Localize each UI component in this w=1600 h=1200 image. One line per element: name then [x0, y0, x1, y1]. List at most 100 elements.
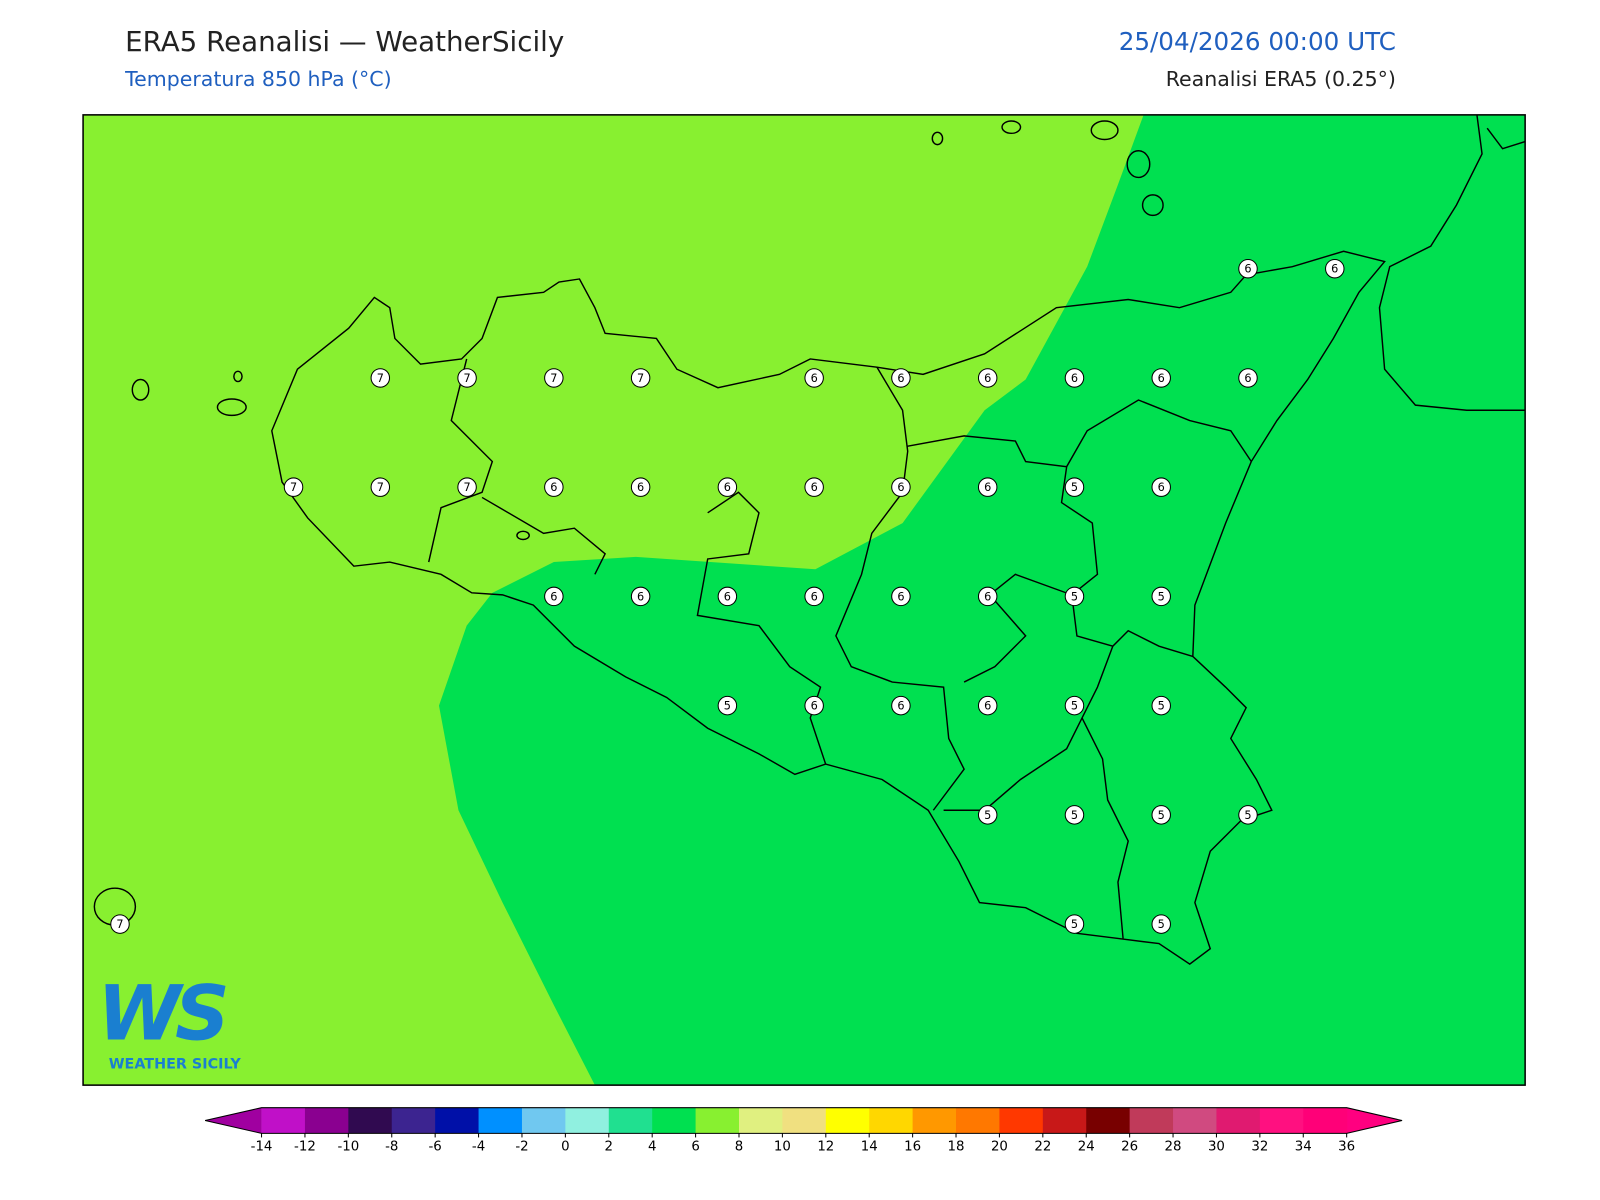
colorbar: -14 -12 -10 -8 -6 -4 -2 0 2 4 6 8 10 12 14 16 18 20 22 24 26…: [205, 1107, 1403, 1155]
title: ERA5 Reanalisi — WeatherSicily: [125, 25, 564, 58]
point-marker: [1064, 477, 1085, 497]
point-marker: [1238, 368, 1258, 388]
map: 6 6 7 7 7 7 6 6 6 6 6 6 7 7 7 6 6 6 6 6 6 5 6 6 6 6 6 6 6 5 5 5 6 6 6 5 5 5 5 5…: [82, 114, 1526, 1086]
colorbar-tick-label: 0: [561, 1140, 569, 1155]
point-value: 5: [1158, 918, 1165, 931]
colorbar-bin: [1086, 1107, 1131, 1134]
point-value: 6: [637, 481, 644, 494]
point-marker: [977, 586, 998, 607]
colorbar-tick-label: 32: [1251, 1140, 1268, 1155]
colorbar-bin: [435, 1107, 480, 1134]
colorbar-bin: [565, 1107, 610, 1134]
colorbar-tick-label: 34: [1295, 1140, 1312, 1155]
subtitle: Temperatura 850 hPa (°C): [124, 67, 392, 91]
colorbar-over: [1346, 1107, 1403, 1134]
colorbar-tick-label: 10: [774, 1140, 791, 1155]
colorbar-bin: [912, 1107, 957, 1134]
point-value: 6: [1331, 263, 1338, 276]
point-marker: [544, 368, 564, 388]
point-marker: [1238, 805, 1258, 825]
point-value: 7: [377, 372, 384, 385]
point-value: 6: [811, 372, 818, 385]
point-value: 7: [290, 481, 297, 494]
point-marker: [891, 368, 911, 388]
colorbar-tick-label: -4: [472, 1140, 485, 1155]
point-marker: [717, 586, 738, 607]
colorbar-bin: [738, 1107, 783, 1134]
point-marker: [283, 477, 304, 497]
point-value: 6: [724, 590, 731, 603]
colorbar-tick-label: -6: [429, 1140, 442, 1155]
colorbar-tick-label: 36: [1338, 1140, 1355, 1155]
point-marker: [977, 477, 998, 497]
point-marker: [1151, 586, 1171, 607]
source: Reanalisi ERA5 (0.25°): [1166, 67, 1396, 91]
point-marker: [544, 586, 564, 607]
point-marker: [110, 914, 130, 934]
point-value: 7: [550, 372, 557, 385]
colorbar-bin: [478, 1107, 523, 1134]
point-marker: [1325, 258, 1345, 279]
point-value: 5: [1071, 809, 1078, 822]
point-value: 6: [1158, 481, 1165, 494]
colorbar-tick-label: 28: [1165, 1140, 1182, 1155]
colorbar-tick-label: -2: [515, 1140, 528, 1155]
point-value: 6: [550, 590, 557, 603]
point-value: 6: [550, 481, 557, 494]
point-value: 6: [1071, 372, 1078, 385]
colorbar-bin: [304, 1107, 349, 1134]
point-marker: [370, 477, 391, 497]
point-value: 6: [897, 590, 904, 603]
point-value: 6: [984, 590, 991, 603]
calabria-coast: [1378, 114, 1526, 411]
colorbar-tick-label: 22: [1034, 1140, 1051, 1155]
point-value: 7: [463, 481, 470, 494]
colorbar-bin: [391, 1107, 436, 1134]
point-marker: [457, 477, 477, 497]
point-marker: [717, 477, 738, 497]
point-marker: [1064, 695, 1085, 716]
colorbar-bin: [1042, 1107, 1087, 1134]
point-value: 6: [897, 700, 904, 713]
point-value: 6: [1244, 263, 1251, 276]
colorbar-tick-label: 12: [817, 1140, 834, 1155]
point-marker: [1064, 368, 1085, 388]
colorbar-tick-label: -12: [294, 1140, 316, 1155]
point-marker: [891, 695, 911, 716]
islands: [93, 120, 1164, 926]
point-marker: [891, 477, 911, 497]
point-marker: [1151, 695, 1171, 716]
colorbar-bin: [261, 1107, 306, 1134]
point-value: 6: [984, 372, 991, 385]
point-marker: [544, 477, 564, 497]
point-value: 5: [1071, 700, 1078, 713]
colorbar-bin: [1303, 1107, 1348, 1134]
point-value: 5: [1158, 590, 1165, 603]
colorbar-tick-label: 24: [1078, 1140, 1095, 1155]
colorbar-tick-label: 20: [991, 1140, 1008, 1155]
point-marker: [1064, 805, 1085, 825]
point-marker: [977, 368, 998, 388]
point-marker: [804, 368, 824, 388]
point-value: 6: [1244, 372, 1251, 385]
point-marker: [1151, 805, 1171, 825]
province-borders: [428, 358, 1252, 939]
colorbar-bin: [782, 1107, 827, 1134]
point-marker: [977, 695, 998, 716]
point-value: 5: [984, 809, 991, 822]
colorbar-tick-label: 16: [904, 1140, 921, 1155]
colorbar-tick-label: 8: [735, 1140, 743, 1155]
colorbar-tick-label: 18: [948, 1140, 965, 1155]
colorbar-tick-label: 30: [1208, 1140, 1225, 1155]
colorbar-tick-label: -8: [385, 1140, 398, 1155]
point-value: 5: [724, 700, 731, 713]
point-value: 6: [811, 700, 818, 713]
point-marker: [1151, 914, 1171, 934]
point-value: 6: [984, 700, 991, 713]
logo: WS WEATHER SICILY: [97, 969, 241, 1072]
point-marker: [891, 586, 911, 607]
point-marker: [1238, 258, 1258, 279]
colorbar-bin: [956, 1107, 1000, 1134]
point-marker: [630, 477, 651, 497]
